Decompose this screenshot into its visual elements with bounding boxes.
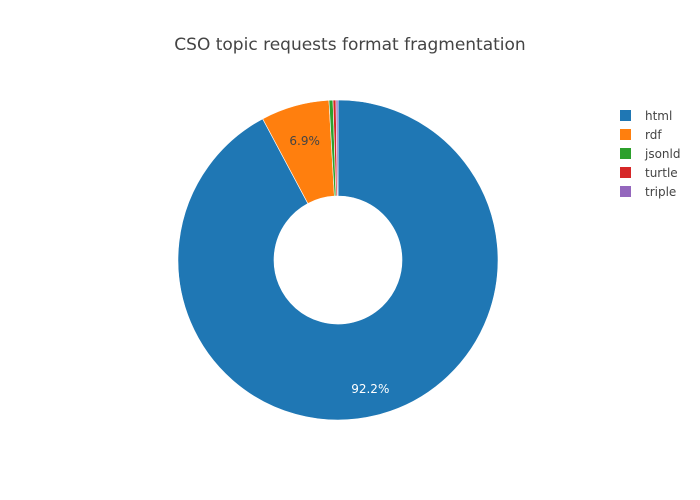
slice-label-rdf: 6.9% <box>289 134 320 148</box>
legend-label: html <box>645 108 673 123</box>
legend-item-jsonld[interactable]: jsonld <box>620 144 680 163</box>
legend-item-turtle[interactable]: turtle <box>620 163 680 182</box>
slice-label-html: 92.2% <box>351 382 389 396</box>
legend-swatch <box>620 110 631 121</box>
pie-slice-html[interactable] <box>177 99 499 421</box>
legend-swatch <box>620 148 631 159</box>
legend-label: triple <box>645 184 677 199</box>
legend[interactable]: html rdf jsonld turtle triple <box>620 106 680 201</box>
pie-slice-triple[interactable] <box>335 99 339 197</box>
legend-label: jsonld <box>645 146 681 161</box>
legend-item-rdf[interactable]: rdf <box>620 125 680 144</box>
legend-label: turtle <box>645 165 678 180</box>
legend-swatch <box>620 186 631 197</box>
legend-item-html[interactable]: html <box>620 106 680 125</box>
legend-item-triple[interactable]: triple <box>620 182 680 201</box>
chart-title: CSO topic requests format fragmentation <box>174 35 525 55</box>
legend-swatch <box>620 167 631 178</box>
pie-slices <box>177 99 499 421</box>
pie-slice-labels: 92.2% 6.9% <box>289 134 389 396</box>
legend-label: rdf <box>645 127 662 142</box>
legend-swatch <box>620 129 631 140</box>
